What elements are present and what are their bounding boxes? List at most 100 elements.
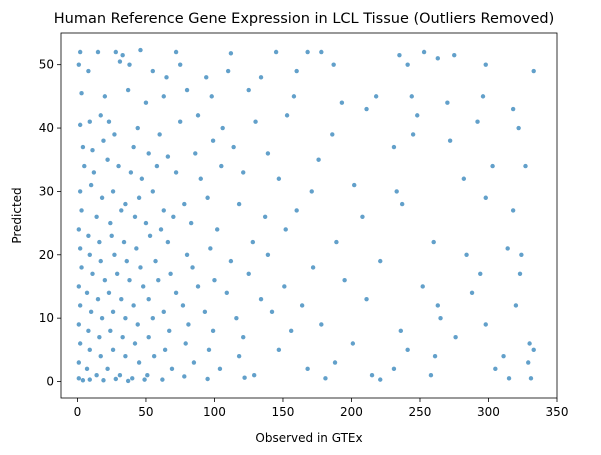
- scatter-point: [182, 201, 187, 207]
- scatter-point: [186, 322, 191, 327]
- scatter-point: [98, 258, 103, 264]
- scatter-point: [108, 328, 113, 334]
- scatter-point: [79, 91, 84, 96]
- scatter-point: [432, 353, 438, 359]
- y-tick-label: 10: [39, 311, 54, 325]
- scatter-point: [195, 284, 201, 289]
- scatter-point: [90, 271, 95, 276]
- scatter-point: [420, 284, 425, 289]
- scatter-point: [469, 290, 475, 296]
- scatter-point: [210, 328, 216, 334]
- scatter-point: [398, 328, 403, 334]
- scatter-point: [80, 144, 86, 150]
- scatter-point: [483, 195, 488, 200]
- scatter-point: [523, 163, 528, 169]
- y-tick-label: 30: [39, 184, 54, 198]
- scatter-point: [139, 176, 145, 181]
- scatter-point: [150, 68, 155, 74]
- scatter-point: [360, 214, 365, 219]
- scatter-point: [125, 378, 131, 384]
- plot-area: [61, 33, 557, 398]
- scatter-point: [94, 214, 99, 219]
- scatter-point: [164, 75, 169, 80]
- scatter-point: [157, 132, 162, 137]
- scatter-point: [205, 195, 210, 200]
- scatter-point: [84, 366, 90, 372]
- scatter-point: [132, 341, 138, 346]
- scatter-point: [506, 376, 512, 381]
- scatter-point: [173, 49, 179, 55]
- scatter-point: [319, 322, 324, 327]
- scatter-point: [91, 170, 97, 175]
- scatter-point: [173, 170, 179, 175]
- scatter-point: [146, 151, 151, 156]
- scatter-point: [409, 94, 414, 99]
- scatter-point: [76, 284, 82, 289]
- scatter-point: [161, 94, 166, 99]
- scatter-point: [143, 100, 149, 105]
- scatter-point: [108, 220, 113, 226]
- scatter-point: [123, 201, 128, 207]
- scatter-point: [206, 347, 212, 353]
- scatter-points: [76, 47, 536, 384]
- scatter-point: [195, 113, 201, 118]
- x-tick-label: 0: [74, 405, 82, 419]
- scatter-point: [94, 372, 99, 378]
- scatter-point: [87, 119, 92, 124]
- scatter-point: [165, 154, 171, 159]
- scatter-point: [124, 258, 129, 264]
- scatter-point: [294, 68, 299, 74]
- scatter-point: [119, 208, 124, 213]
- scatter-point: [415, 113, 420, 118]
- scatter-point: [87, 347, 92, 353]
- scatter-point: [98, 353, 103, 359]
- scatter-point: [228, 51, 234, 56]
- scatter-point: [265, 151, 271, 156]
- scatter-point: [273, 49, 279, 55]
- x-tick-label: 150: [272, 405, 295, 419]
- scatter-point: [131, 303, 136, 308]
- scatter-point: [113, 49, 119, 55]
- scatter-point: [109, 233, 114, 238]
- scatter-point: [180, 303, 186, 308]
- scatter-point: [224, 290, 229, 296]
- scatter-point: [117, 372, 123, 378]
- scatter-point: [483, 322, 488, 327]
- scatter-point: [378, 377, 383, 382]
- scatter-point: [212, 277, 217, 283]
- scatter-point: [231, 144, 236, 150]
- scatter-point: [332, 360, 338, 365]
- scatter-point: [453, 334, 458, 340]
- scatter-point: [410, 132, 416, 137]
- scatter-point: [76, 62, 82, 67]
- scatter-point: [258, 296, 264, 302]
- scatter-point: [205, 376, 210, 382]
- scatter-point: [399, 201, 405, 207]
- scatter-point: [142, 377, 147, 382]
- scatter-point: [182, 374, 187, 379]
- scatter-point: [299, 303, 305, 308]
- scatter-point: [150, 315, 155, 321]
- chart-title: Human Reference Gene Expression in LCL T…: [54, 11, 554, 27]
- scatter-point: [146, 296, 151, 302]
- y-tick-label: 20: [39, 248, 54, 262]
- scatter-point: [178, 62, 183, 67]
- x-tick-label: 350: [546, 405, 569, 419]
- scatter-point: [452, 52, 457, 58]
- scatter-point: [364, 296, 369, 302]
- scatter-point: [160, 377, 165, 382]
- scatter-point: [87, 377, 92, 382]
- scatter-point: [262, 214, 268, 219]
- scatter-point: [215, 227, 220, 232]
- scatter-point: [253, 119, 258, 124]
- scatter-point: [79, 265, 84, 270]
- scatter-point: [165, 239, 171, 245]
- scatter-point: [294, 208, 299, 213]
- y-tick-label: 40: [39, 121, 54, 135]
- scatter-point: [291, 94, 297, 99]
- scatter-point: [77, 122, 83, 128]
- scatter-point: [505, 246, 510, 251]
- scatter-point: [114, 271, 120, 276]
- scatter-point: [276, 176, 282, 181]
- scatter-point: [204, 75, 209, 80]
